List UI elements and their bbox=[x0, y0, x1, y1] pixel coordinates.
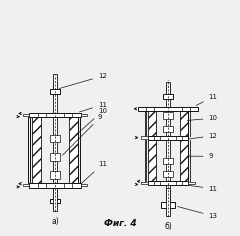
Bar bbox=[141, 182, 148, 184]
Text: 11: 11 bbox=[187, 185, 217, 192]
Bar bbox=[23, 114, 29, 116]
Bar bbox=[166, 82, 170, 94]
Bar bbox=[49, 198, 60, 203]
Bar bbox=[49, 153, 60, 161]
Bar bbox=[148, 181, 188, 185]
Bar bbox=[148, 111, 156, 136]
Bar bbox=[49, 89, 60, 94]
Text: 12: 12 bbox=[187, 133, 217, 139]
Bar bbox=[148, 136, 188, 139]
Text: 13: 13 bbox=[178, 206, 217, 219]
Bar bbox=[141, 136, 148, 139]
Text: 11: 11 bbox=[196, 94, 217, 105]
Bar bbox=[81, 114, 87, 116]
Bar bbox=[29, 183, 81, 188]
Text: а): а) bbox=[51, 217, 59, 226]
Bar bbox=[138, 107, 198, 111]
Bar bbox=[163, 157, 173, 164]
Bar bbox=[163, 171, 173, 177]
Text: Фиг. 4: Фиг. 4 bbox=[104, 219, 136, 228]
Bar bbox=[163, 112, 173, 118]
Bar bbox=[32, 117, 41, 183]
Bar bbox=[166, 87, 170, 212]
Bar bbox=[180, 139, 188, 181]
Text: 9: 9 bbox=[187, 153, 213, 159]
Bar bbox=[23, 184, 29, 186]
Text: 12: 12 bbox=[59, 73, 107, 88]
Bar bbox=[180, 111, 188, 136]
Text: 11: 11 bbox=[79, 102, 107, 112]
Bar bbox=[161, 202, 175, 208]
Bar bbox=[49, 135, 60, 142]
Bar bbox=[148, 139, 156, 181]
Bar bbox=[188, 182, 194, 184]
Text: 9: 9 bbox=[62, 114, 102, 155]
Text: б): б) bbox=[164, 222, 172, 231]
Bar bbox=[81, 184, 87, 186]
Bar bbox=[53, 74, 57, 89]
Bar bbox=[162, 94, 174, 99]
Text: 11: 11 bbox=[79, 161, 107, 186]
Text: 10: 10 bbox=[187, 115, 217, 121]
Bar bbox=[53, 178, 57, 211]
Text: 10: 10 bbox=[76, 108, 107, 135]
Bar bbox=[166, 188, 170, 216]
Bar bbox=[53, 82, 57, 207]
Bar bbox=[69, 117, 78, 183]
Bar bbox=[49, 171, 60, 179]
Bar bbox=[163, 126, 173, 132]
Bar bbox=[29, 113, 81, 117]
